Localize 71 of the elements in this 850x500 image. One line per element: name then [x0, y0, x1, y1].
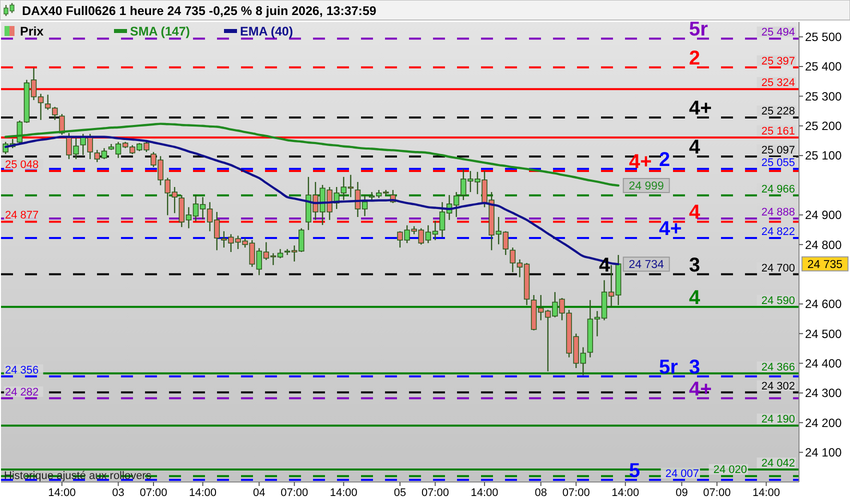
- chart-title: DAX40 Full0626 1 heure 24 735 -0,25 % 8 juin 2026, 13:37:59: [22, 4, 376, 18]
- ref-line-label: 24 888: [761, 206, 795, 218]
- annotation: 3: [689, 254, 700, 276]
- ref-line-label: 25 048: [5, 158, 39, 171]
- annotation: 4: [689, 136, 701, 158]
- annotation: 4: [689, 202, 701, 224]
- annotation: 5r: [689, 18, 708, 41]
- y-tick-label: 25 500: [805, 30, 842, 44]
- x-tick-label: 09: [676, 487, 688, 499]
- ref-line-label: 24 282: [5, 386, 39, 398]
- annotation: Historique ajusté aux rollovers: [4, 470, 152, 482]
- x-tick-label: 14:00: [470, 487, 498, 499]
- ref-line-label: 24 190: [761, 414, 795, 426]
- ref-line-label: 25 055: [761, 156, 795, 169]
- ref-line-label: 25 397: [761, 55, 795, 68]
- data-label: 24 734: [628, 259, 665, 272]
- y-tick-label: 24 800: [805, 238, 842, 252]
- y-tick-label: 25 200: [805, 119, 842, 134]
- candlestick: [59, 113, 65, 136]
- x-tick-label: 14:00: [189, 487, 217, 499]
- y-tick-label: 24 300: [805, 386, 842, 400]
- y-tick-label: 24 200: [805, 416, 842, 430]
- annotation: 4: [689, 286, 701, 309]
- data-label: 24 999: [628, 180, 664, 193]
- annotation: 2: [659, 148, 670, 171]
- ref-line-label: 25 228: [761, 106, 795, 118]
- x-tick-label: 04: [253, 487, 266, 499]
- text: SMA (147): [130, 24, 190, 38]
- x-tick-label: 03: [112, 487, 124, 499]
- x-tick-label: 07:00: [562, 487, 590, 499]
- ref-line-label: 24 020: [713, 464, 747, 476]
- x-tick-label: 14:00: [48, 487, 76, 499]
- x-tick-label: 08: [534, 487, 547, 499]
- x-tick-label: 14:00: [612, 487, 640, 499]
- annotation: 4+: [659, 218, 682, 240]
- y-tick-label: 25 100: [805, 148, 842, 163]
- ref-line-label: 24 007: [665, 468, 699, 480]
- ref-line-label: 25 324: [761, 77, 795, 90]
- x-tick-label: 07:00: [703, 487, 731, 499]
- annotation: 4+: [629, 150, 652, 173]
- y-tick-label: 24 600: [805, 297, 842, 312]
- y-tick-label: 24 900: [805, 208, 842, 222]
- ref-line-label: 24 590: [761, 294, 795, 307]
- x-tick-label: 14:00: [330, 487, 358, 499]
- y-tick-label: 25 400: [805, 60, 842, 74]
- x-tick-label: 07:00: [280, 487, 308, 499]
- ref-line-label: 24 700: [761, 262, 795, 274]
- y-tick-label: 24 400: [805, 356, 842, 370]
- annotation: 4+: [689, 378, 712, 400]
- ref-line-label: 24 966: [761, 183, 795, 196]
- ref-line-label: 24 042: [761, 458, 795, 470]
- x-tick-label: 07:00: [140, 487, 168, 499]
- legend-label: Prix: [20, 24, 44, 38]
- x-tick-label: 05: [394, 487, 406, 499]
- text: EMA (40): [240, 24, 294, 38]
- ref-line-label: 25 161: [761, 125, 795, 138]
- annotation: 2: [689, 47, 700, 70]
- ref-line-label: 24 877: [5, 210, 39, 222]
- y-tick-label: 25 300: [805, 89, 842, 104]
- ref-line-label: 25 494: [761, 26, 795, 39]
- y-tick-label: 24 500: [805, 326, 842, 341]
- y-tick-label: 24 100: [805, 446, 842, 460]
- text: 24 735: [807, 258, 843, 271]
- x-tick-label: 14:00: [752, 487, 780, 499]
- ref-line-label: 24 302: [761, 380, 795, 392]
- ref-line-label: 24 822: [761, 226, 795, 238]
- ref-line-label: 25 097: [761, 144, 795, 156]
- ref-line-label: 24 366: [761, 361, 795, 374]
- annotation: 4+: [689, 98, 712, 120]
- x-tick-label: 07:00: [421, 487, 449, 499]
- ref-line-label: 24 356: [5, 364, 39, 376]
